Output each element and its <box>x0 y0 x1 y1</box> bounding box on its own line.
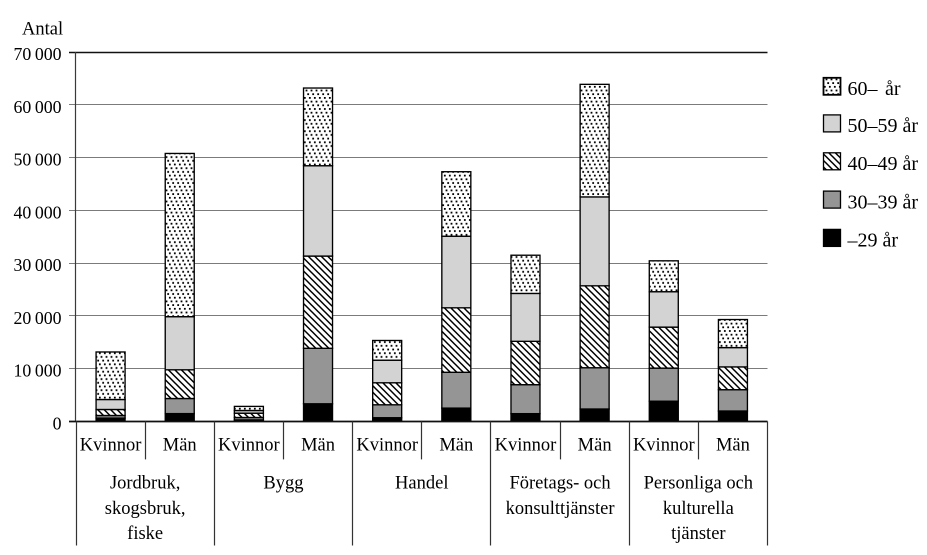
svg-text:Antal: Antal <box>22 20 63 40</box>
svg-text:Jordbruk,: Jordbruk, <box>110 474 180 494</box>
svg-text:Män: Män <box>578 436 612 456</box>
svg-text:10 000: 10 000 <box>13 361 61 381</box>
svg-text:–29 år: –29 år <box>847 230 899 252</box>
svg-text:30 000: 30 000 <box>13 255 61 275</box>
svg-text:Kvinnor: Kvinnor <box>218 436 280 456</box>
svg-text:Handel: Handel <box>395 474 448 494</box>
svg-text:40–49 år: 40–49 år <box>848 153 919 175</box>
svg-text:50–59 år: 50–59 år <box>848 115 919 137</box>
svg-text:Kvinnor: Kvinnor <box>80 436 142 456</box>
svg-text:60–år: 60– år <box>848 78 901 100</box>
svg-text:60 000: 60 000 <box>13 97 61 117</box>
svg-text:Kvinnor: Kvinnor <box>495 436 557 456</box>
svg-text:0: 0 <box>53 413 62 433</box>
svg-text:70 000: 70 000 <box>13 44 61 64</box>
svg-text:30–39 år: 30–39 år <box>848 191 919 213</box>
svg-text:Kvinnor: Kvinnor <box>356 436 418 456</box>
svg-text:Män: Män <box>163 436 197 456</box>
svg-text:20 000: 20 000 <box>13 308 61 328</box>
svg-text:Kvinnor: Kvinnor <box>633 436 695 456</box>
svg-text:Bygg: Bygg <box>263 474 303 494</box>
svg-text:Män: Män <box>716 436 750 456</box>
svg-text:Företags- och: Företags- och <box>509 474 610 494</box>
svg-text:tjänster: tjänster <box>671 524 725 544</box>
svg-text:Personliga och: Personliga och <box>644 474 753 494</box>
svg-text:fiske: fiske <box>127 524 163 544</box>
svg-text:50 000: 50 000 <box>13 150 61 170</box>
svg-text:kulturella: kulturella <box>663 499 734 519</box>
svg-text:Män: Män <box>439 436 473 456</box>
svg-text:40 000: 40 000 <box>13 202 61 222</box>
svg-text:konsulttjänster: konsulttjänster <box>506 499 615 519</box>
svg-text:skogsbruk,: skogsbruk, <box>105 499 186 519</box>
svg-text:Män: Män <box>301 436 335 456</box>
